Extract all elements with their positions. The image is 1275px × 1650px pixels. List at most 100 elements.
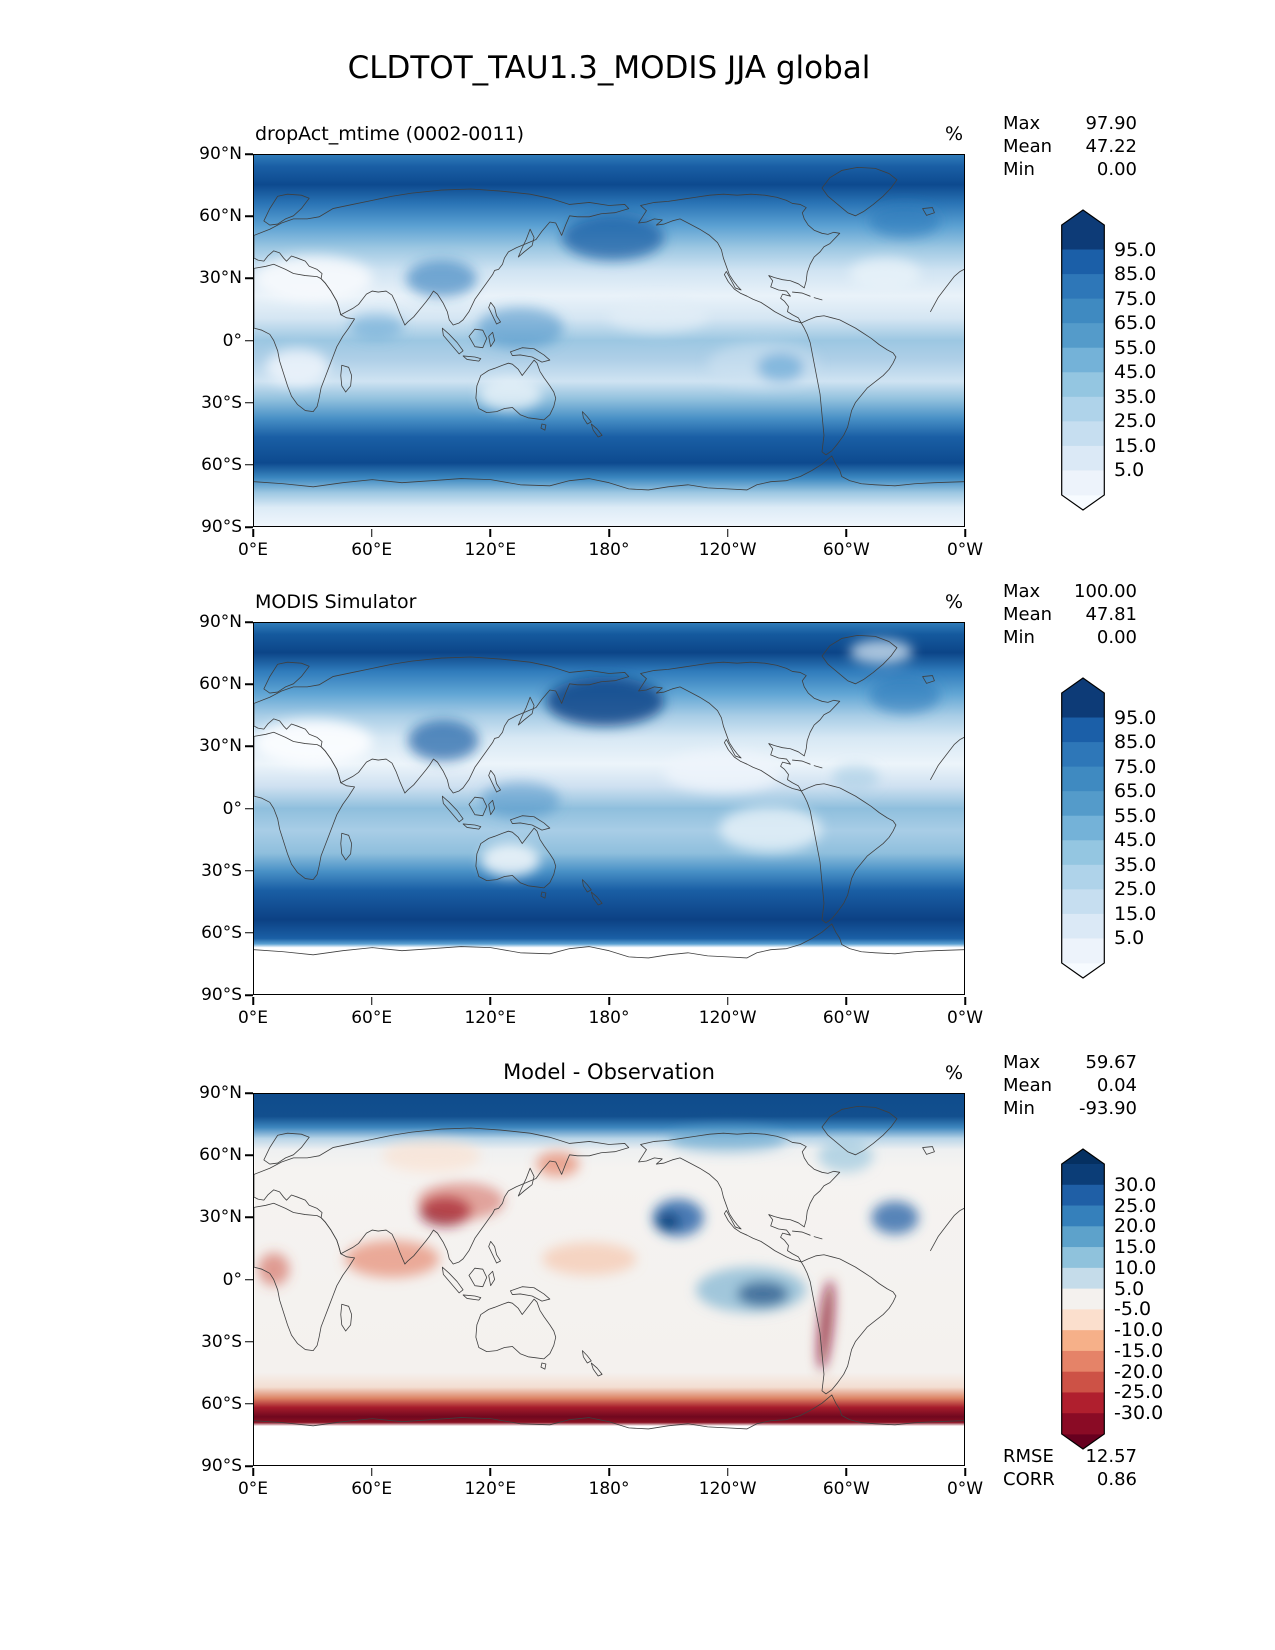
panel-3-x-ticklabels: 0°E 60°E 120°E 180° 120°W 60°W 0°W (238, 1474, 983, 1499)
colorbar-tick-label: 55.0 (1114, 804, 1157, 827)
stat-value: 0.04 (1096, 1075, 1137, 1096)
x-tick-label: 0°W (946, 540, 984, 560)
rmse-corr-block: RMSE 12.57 CORR 0.86 (1003, 1445, 1137, 1491)
colorbar-segment (1061, 470, 1105, 496)
figure-title: CLDTOT_TAU1.3_MODIS JJA global (347, 50, 871, 86)
colorbar-segment (1061, 766, 1105, 792)
stat-max: Max 97.90 (1003, 112, 1137, 135)
colorbar-segment (1061, 1309, 1105, 1331)
stat-label: Max (1003, 581, 1041, 602)
colorbar-tick-label: 20.0 (1114, 1215, 1157, 1238)
colorbar-segment (1061, 864, 1105, 890)
stat-max: Max 59.67 (1003, 1051, 1137, 1074)
panel-1-map-frame (253, 154, 965, 527)
panel-1-x-ticklabels: 0°E 60°E 120°E 180° 120°W 60°W 0°W (238, 535, 983, 560)
x-tick-label: 120°W (698, 540, 757, 560)
colorbar-segment (1061, 1205, 1105, 1227)
stat-value: -93.90 (1078, 1098, 1137, 1119)
panel-3-map-frame (253, 1093, 965, 1466)
y-tick-label: 60°N (199, 674, 242, 695)
tick-mark (608, 996, 610, 1005)
stat-value: 47.22 (1085, 136, 1137, 157)
colorbar-tick-label: 45.0 (1114, 361, 1157, 384)
stat-value: 100.00 (1074, 581, 1137, 602)
colorbar-segment (1061, 1413, 1105, 1435)
tick-mark (245, 994, 253, 996)
tick-mark (245, 215, 253, 217)
stat-min: Min 0.00 (1003, 158, 1137, 181)
x-tick-label: 0°W (946, 1479, 984, 1499)
y-tick-label: 30°N (199, 268, 242, 289)
x-tick-label: 120°E (464, 540, 517, 560)
x-tick-label: 60°E (351, 540, 393, 560)
tick-mark (245, 1465, 253, 1467)
x-tick-label: 180° (588, 1008, 630, 1028)
panel-2-x-tickmarks (252, 996, 966, 1005)
y-tick-label: 90°N (199, 612, 242, 632)
tick-mark (726, 528, 729, 537)
x-tick-label: 120°E (464, 1008, 517, 1028)
tick-mark (245, 869, 253, 872)
y-tick-label: 60°S (201, 1393, 242, 1414)
colorbar-tick-label: 35.0 (1114, 385, 1157, 408)
colorbar-tick-label: 85.0 (1114, 263, 1157, 286)
tick-mark (252, 528, 254, 537)
colorbar-segment (1061, 372, 1105, 398)
tick-mark (245, 526, 253, 528)
tick-mark (845, 1467, 848, 1476)
panel-3-colorbar-labels: 30.0 25.0 20.0 15.0 10.0 5.0 -5.0 -10.0 -15.0 -20… (1114, 1148, 1194, 1450)
y-tick-label: 60°N (199, 206, 242, 227)
stat-label: Min (1003, 1098, 1035, 1119)
colorbar-tick-label: 95.0 (1114, 238, 1157, 261)
tick-mark (245, 277, 253, 280)
colorbar-segment (1061, 1371, 1105, 1393)
colorbar-segment (1061, 1267, 1105, 1290)
panel-1-x-tickmarks (252, 528, 966, 537)
tick-mark (245, 1340, 253, 1343)
colorbar-tick-label: 35.0 (1114, 853, 1157, 876)
tick-mark (370, 1467, 373, 1476)
tick-mark (370, 528, 373, 537)
x-tick-label: 60°W (822, 1008, 870, 1028)
stat-label: CORR (1003, 1469, 1055, 1490)
colorbar-segment (1061, 1226, 1105, 1248)
colorbar-segment (1061, 396, 1105, 422)
tick-mark (245, 1092, 253, 1094)
y-tick-label: 90°N (199, 144, 242, 164)
stat-mean: Mean 47.22 (1003, 135, 1137, 158)
colorbar-tick-label: 85.0 (1114, 731, 1157, 754)
stat-value: 97.90 (1085, 113, 1137, 134)
stat-mean: Mean 47.81 (1003, 603, 1137, 626)
tick-mark (964, 528, 966, 537)
colorbar-tick-label: 95.0 (1114, 706, 1157, 729)
colorbar-segment (1061, 693, 1105, 718)
panel-1-map (254, 155, 964, 526)
tick-mark (245, 1403, 253, 1405)
panel-1-units: % (944, 123, 963, 145)
colorbar-segment (1061, 1330, 1105, 1352)
x-tick-label: 120°W (698, 1479, 757, 1499)
colorbar-segment (1061, 1288, 1105, 1310)
tick-mark (489, 1467, 492, 1476)
colorbar-tick-label: -15.0 (1114, 1339, 1164, 1362)
stat-value: 0.86 (1096, 1469, 1137, 1490)
tick-mark (245, 807, 253, 810)
colorbar-segment (1061, 742, 1105, 768)
tick-mark (252, 1467, 254, 1476)
colorbar-segment (1061, 249, 1105, 275)
tick-mark (245, 1278, 253, 1281)
x-tick-label: 120°E (464, 1479, 517, 1499)
colorbar-segment (1061, 938, 1105, 964)
x-tick-label: 0°E (237, 540, 269, 560)
stat-label: Max (1003, 1052, 1041, 1073)
colorbar-segment (1061, 421, 1105, 447)
stat-value: 59.67 (1085, 1052, 1137, 1073)
panel-1-colorbar (1061, 209, 1105, 511)
x-tick-label: 120°W (698, 1008, 757, 1028)
panel-3-x-tickmarks (252, 1467, 966, 1476)
colorbar-tick-label: 25.0 (1114, 1194, 1157, 1217)
stat-label: RMSE (1003, 1446, 1054, 1467)
colorbar-tick-label: -10.0 (1114, 1319, 1164, 1342)
colorbar-tick-label: 10.0 (1114, 1256, 1157, 1279)
stat-value: 0.00 (1096, 159, 1137, 180)
